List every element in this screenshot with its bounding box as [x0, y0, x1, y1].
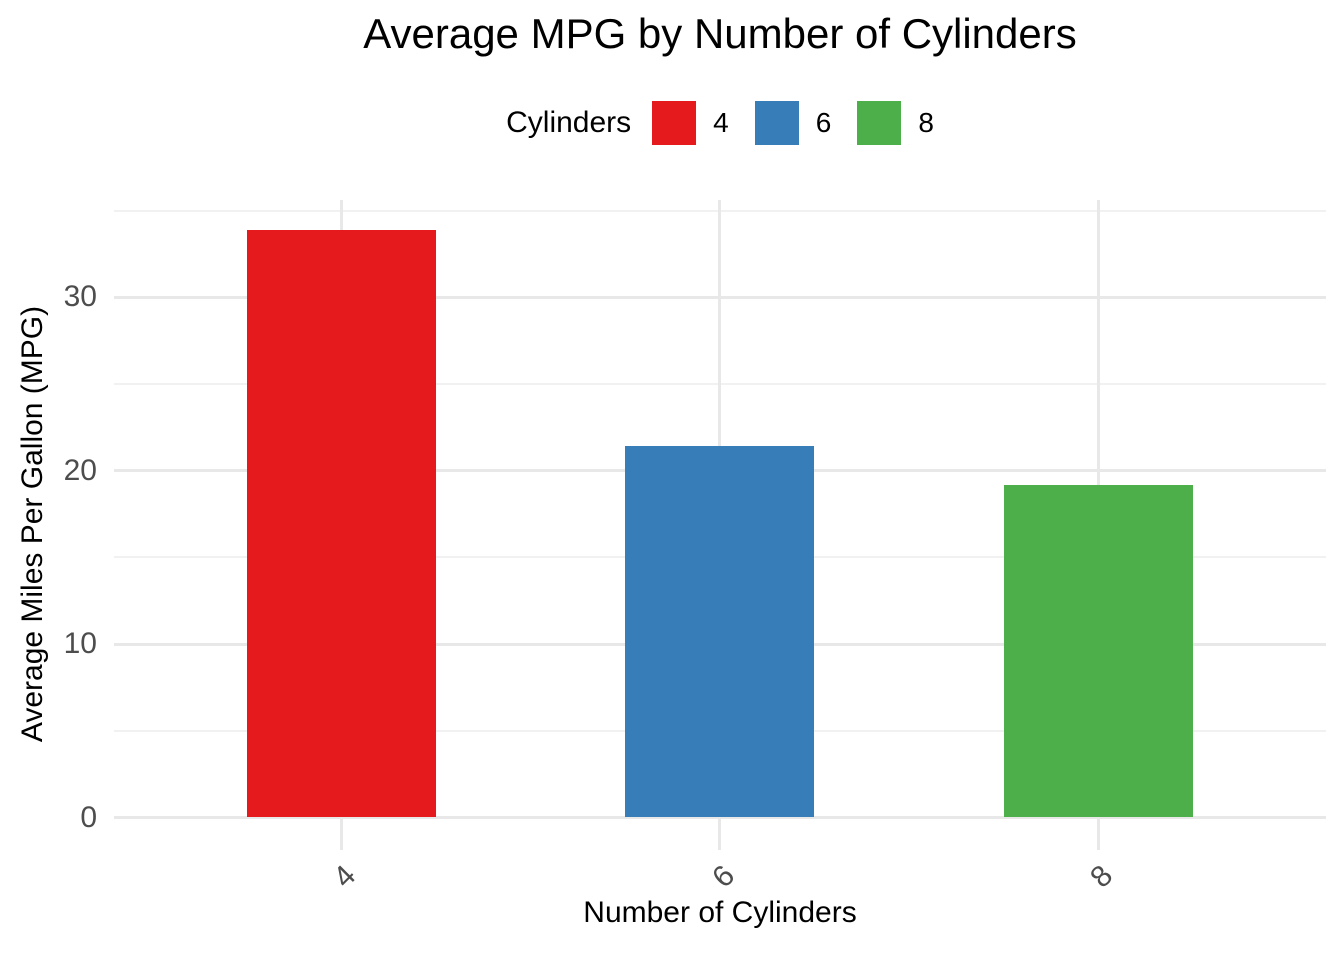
- bar-4-cylinders: [246, 229, 436, 818]
- plot-panel: [114, 200, 1326, 850]
- x-axis-title: Number of Cylinders: [583, 896, 857, 929]
- legend-swatch-6: [754, 101, 799, 145]
- legend: Cylinders 4 6 8: [114, 101, 1326, 145]
- legend-swatch-4: [652, 101, 697, 145]
- chart-title: Average MPG by Number of Cylinders: [363, 10, 1077, 57]
- legend-item-8: 8: [857, 101, 934, 145]
- legend-item-4: 4: [652, 101, 729, 145]
- legend-title: Cylinders: [506, 106, 632, 139]
- legend-item-6: 6: [754, 101, 832, 145]
- y-tick-label-20: 20: [63, 453, 97, 487]
- bar-6-cylinders: [625, 446, 814, 818]
- y-tick-label-0: 0: [80, 800, 97, 834]
- legend-label-4: 4: [713, 107, 729, 138]
- legend-label-6: 6: [815, 107, 832, 138]
- legend-items: 4 6 8: [652, 101, 934, 145]
- bar-8-cylinders: [1003, 484, 1193, 818]
- legend-label-8: 8: [918, 107, 934, 138]
- y-tick-label-10: 10: [63, 627, 97, 661]
- y-axis-title: Average Miles Per Gallon (MPG): [16, 305, 49, 743]
- legend-swatch-8: [857, 101, 902, 145]
- y-tick-label-30: 30: [63, 280, 97, 314]
